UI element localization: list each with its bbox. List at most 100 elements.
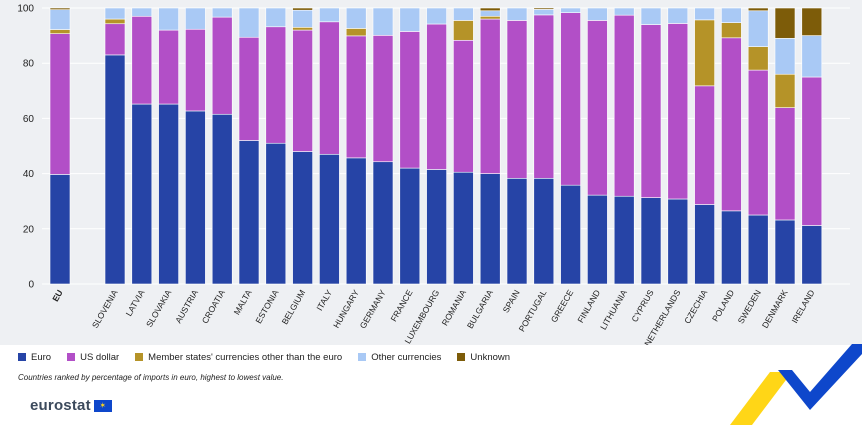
bar-segment-4 [747, 7, 769, 12]
flag-stars-icon: ✶ [99, 400, 107, 410]
bar-segment-3 [131, 7, 153, 17]
y-tick-label: 80 [23, 59, 35, 70]
bar-segment-3 [479, 10, 501, 17]
bar-segment-0 [345, 157, 367, 285]
bar-segment-0 [774, 219, 796, 285]
eu-flag-icon: ✶ [93, 399, 112, 412]
bar-segment-1 [265, 26, 287, 144]
x-tick-label: SPAIN [501, 288, 522, 315]
bar-segment-1 [104, 23, 126, 56]
bar-segment-3 [801, 35, 823, 78]
x-tick-label: PORTUGAL [517, 288, 549, 334]
logo-text: eurostat [30, 397, 91, 414]
bar-segment-1 [238, 36, 260, 141]
bar-segment-3 [426, 7, 447, 25]
bar-segment-3 [211, 7, 233, 18]
bar-segment-2 [345, 28, 367, 37]
bar-segment-0 [613, 195, 635, 285]
bar-segment-3 [49, 9, 71, 30]
bar-segment-3 [587, 7, 608, 21]
bar-segment-2 [479, 15, 501, 20]
bar-segment-1 [640, 24, 662, 198]
bar-segment-1 [801, 76, 823, 226]
x-tick-label: CYPRUS [629, 288, 656, 324]
bar-segment-1 [506, 20, 528, 179]
x-tick-label: BULGARIA [465, 288, 495, 331]
x-tick-label: FINLAND [575, 288, 602, 325]
bar-segment-0 [319, 153, 340, 285]
bar-segment-0 [131, 103, 153, 285]
bar-segment-3 [265, 7, 287, 28]
x-tick-label: ITALY [314, 288, 334, 313]
bar-segment-0 [560, 184, 581, 285]
legend-swatch-member-states [135, 353, 144, 361]
bar-segment-3 [158, 7, 179, 31]
bar-segment-3 [560, 7, 581, 13]
bar-segment-3 [640, 7, 662, 25]
legend-label-other-currencies: Other currencies [371, 351, 442, 363]
x-tick-label: SLOVENIA [90, 288, 120, 330]
bar-segment-0 [399, 167, 421, 285]
eurostat-logo: eurostat ✶ [30, 397, 112, 414]
bar-segment-1 [345, 35, 367, 159]
bar-segment-3 [506, 7, 528, 21]
bar-segment-0 [104, 54, 126, 285]
bar-segment-3 [747, 10, 769, 47]
x-tick-label: EU [50, 288, 65, 303]
bar-segment-1 [211, 16, 233, 115]
legend-item-unknown: Unknown [457, 352, 510, 363]
bar-segment-3 [694, 7, 715, 21]
bar-segment-0 [694, 204, 715, 285]
bar-segment-1 [747, 69, 769, 216]
bar-segment-3 [667, 7, 689, 24]
bar-segment-2 [292, 27, 313, 31]
bar-segment-0 [667, 198, 689, 285]
x-tick-label: MALTA [232, 288, 254, 317]
x-tick-label: SLOVAKIA [144, 288, 174, 329]
x-tick-label: FRANCE [388, 288, 414, 324]
bar-segment-1 [185, 28, 206, 112]
bar-segment-3 [185, 7, 206, 30]
legend: Euro US dollar Member states' currencies… [18, 350, 526, 364]
deco-yellow-stripe [730, 372, 792, 425]
bar-segment-4 [801, 7, 823, 36]
x-tick-label: ROMANIA [440, 288, 469, 328]
bar-segment-2 [453, 20, 474, 41]
bar-segment-0 [506, 177, 528, 285]
bar-segment-3 [372, 7, 394, 36]
y-tick-label: 60 [23, 114, 35, 125]
bar-segment-1 [399, 31, 421, 169]
bar-segment-0 [640, 197, 662, 285]
bar-segment-3 [721, 7, 742, 23]
bar-segment-2 [694, 19, 715, 87]
bar-segment-4 [292, 7, 313, 11]
bar-segment-0 [587, 194, 608, 285]
x-tick-label: ESTONIA [253, 288, 280, 325]
decorative-chevron-graphic [730, 344, 862, 425]
bar-segment-1 [49, 33, 71, 175]
bar-segment-1 [453, 39, 474, 173]
y-tick-label: 0 [28, 280, 34, 291]
legend-swatch-euro [18, 353, 26, 361]
bar-segment-1 [426, 23, 447, 170]
bar-segment-3 [533, 9, 555, 16]
legend-swatch-other-currencies [358, 353, 367, 361]
bar-segment-0 [158, 103, 179, 285]
bar-segment-2 [49, 29, 71, 34]
bar-segment-1 [721, 37, 742, 212]
bar-segment-0 [211, 113, 233, 285]
bar-segment-3 [292, 9, 313, 28]
x-tick-label: BELGIUM [280, 288, 308, 326]
x-tick-label: HUNGARY [331, 288, 361, 330]
bar-segment-3 [104, 7, 126, 20]
chart-area: 0 20 40 60 80 100 EU SLOVENIA LATVIA SLOVAKIA AUST… [0, 0, 862, 345]
legend-item-other-currencies: Other currencies [358, 352, 441, 363]
y-tick-label: 40 [23, 169, 35, 180]
y-tick-label: 20 [23, 224, 35, 235]
bar-segment-3 [238, 7, 260, 38]
bar-segment-3 [319, 7, 340, 23]
bar-segment-1 [158, 29, 179, 105]
bar-segment-1 [667, 23, 689, 200]
bar-segment-0 [801, 225, 823, 285]
bar-segment-4 [533, 7, 555, 10]
